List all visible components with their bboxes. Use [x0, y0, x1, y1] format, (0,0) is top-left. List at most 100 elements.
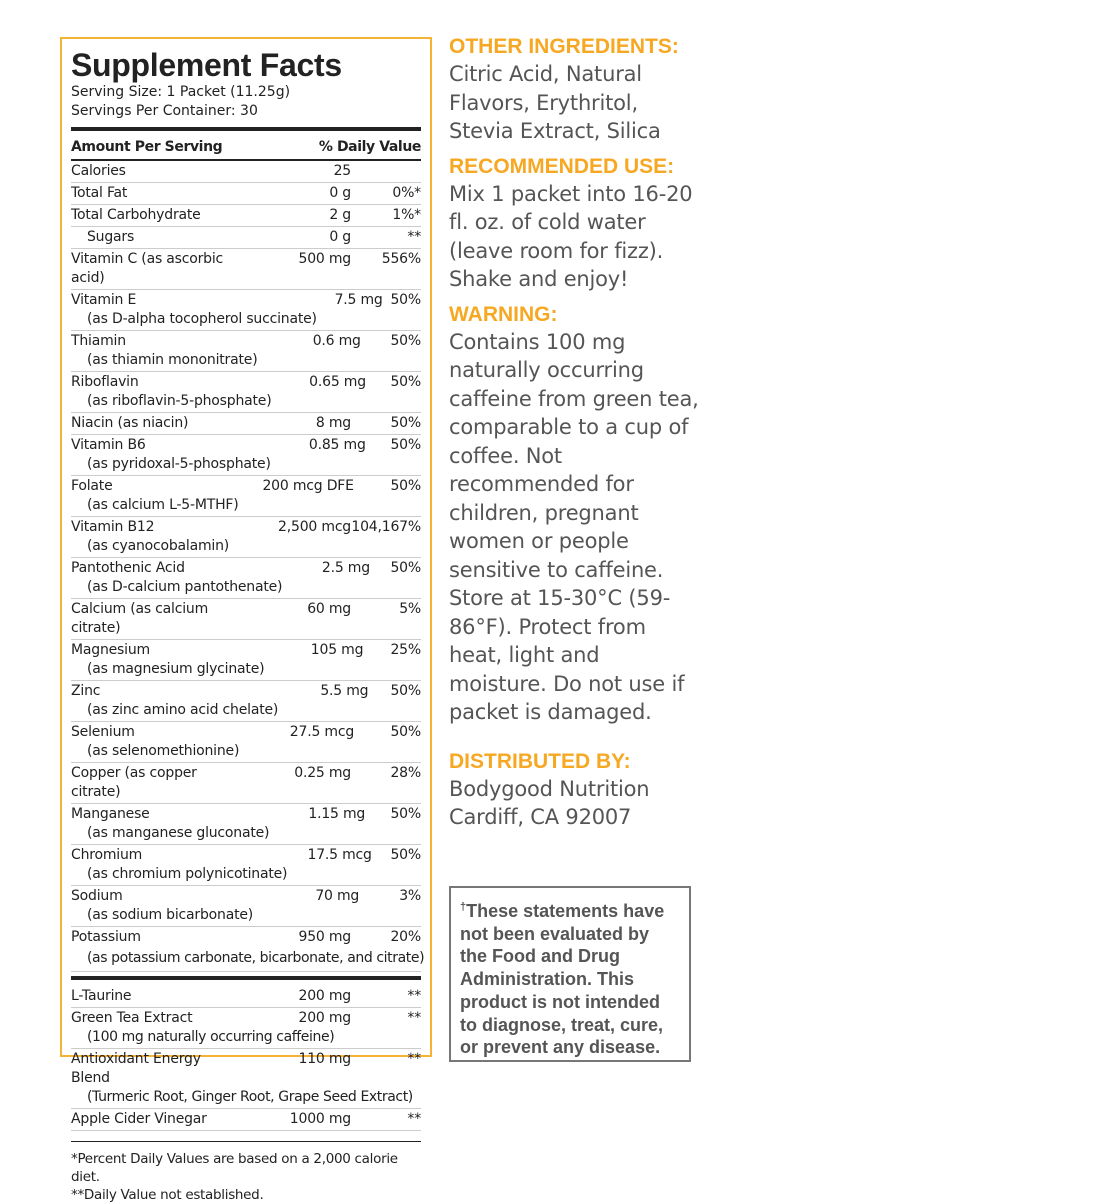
nutrient-cell: Green Tea Extract: [71, 1009, 231, 1028]
recommended-use-text: Mix 1 packet into 16-20 fl. oz. of cold …: [449, 181, 693, 292]
table-row: Potassium 950 mg 20% (as potassium carbonat…: [71, 927, 425, 972]
nutrient-dv: 50%: [390, 478, 421, 494]
nutrient-amount: 0.6 mg: [312, 333, 361, 349]
facts-title: Supplement Facts: [71, 47, 342, 83]
nutrient-amount: 2 g: [329, 207, 351, 223]
nutrient-amount: 0 g: [329, 185, 351, 201]
nutrient-cell: Zinc (as zinc amino acid chelate): [71, 682, 278, 720]
table-row: Manganese (as manganese gluconate) 1.15 mg…: [71, 804, 421, 845]
nutrient-amount: 105 mg: [310, 642, 364, 658]
header-amount: Amount Per Serving: [71, 139, 223, 155]
nutrient-amount: 8 mg: [315, 415, 351, 431]
nutrient-cell: Niacin (as niacin): [71, 414, 231, 433]
nutrient-amount: 60 mg: [307, 601, 351, 617]
nutrient-cell: Total Carbohydrate: [71, 206, 231, 225]
nutrient-source: (as calcium L-5-MTHF): [87, 497, 239, 513]
nutrient-dv: 50%: [390, 292, 421, 308]
table-row: Apple Cider Vinegar 1000 mg **: [71, 1109, 421, 1131]
nutrient-cell: Apple Cider Vinegar: [71, 1110, 231, 1129]
other-table: L-Taurine 200 mg ** Green Tea Extract 200 mg…: [71, 986, 421, 1131]
nutrient-dv: **: [407, 1010, 421, 1026]
nutrient-cell: Vitamin B6 (as pyridoxal-5-phosphate): [71, 436, 271, 474]
nutrient-name: Vitamin E: [71, 292, 137, 308]
nutrient-dv: 50%: [390, 560, 421, 576]
nutrient-dv: **: [407, 1111, 421, 1127]
table-row: Green Tea Extract 200 mg ** (100 mg natural…: [71, 1008, 421, 1049]
nutrient-name: Riboflavin: [71, 374, 139, 390]
table-row: Copper (as copper citrate) 0.25 mg 28%: [71, 763, 421, 804]
nutrient-name: Copper (as copper citrate): [71, 765, 197, 800]
nutrient-name: Thiamin: [71, 333, 126, 349]
nutrient-source: (as pyridoxal-5-phosphate): [87, 456, 271, 472]
nutrient-source: (as potassium carbonate, bicarbonate, an…: [87, 950, 425, 966]
nutrient-cell: Vitamin C (as ascorbic acid): [71, 250, 231, 288]
disclaimer-text: These statements have not been evaluated…: [460, 901, 665, 1058]
nutrient-cell: Folate (as calcium L-5-MTHF): [71, 477, 239, 515]
supplement-facts-panel: Supplement Facts Serving Size: 1 Packet …: [60, 37, 432, 1203]
nutrient-source: (as sodium bicarbonate): [87, 907, 254, 923]
table-row: Pantothenic Acid (as D-calcium pantothena…: [71, 558, 421, 599]
nutrient-dv: [351, 162, 421, 181]
nutrient-amount: 110 mg: [298, 1051, 352, 1067]
warning-heading: WARNING:: [449, 302, 558, 326]
nutrient-name: Total Fat: [71, 185, 128, 201]
nutrient-source: (as chromium polynicotinate): [87, 866, 288, 882]
nutrient-dv: 1%*: [392, 207, 421, 223]
nutrient-dv: 556%: [381, 251, 421, 267]
nutrient-dv: 5%: [399, 601, 421, 617]
nutrient-amount: 2,500 mcg: [278, 519, 351, 535]
nutrient-dv: 104,167%: [351, 519, 421, 535]
nutrient-cell: Magnesium (as magnesium glycinate): [71, 641, 265, 679]
nutrient-amount: 27.5 mcg: [289, 724, 355, 740]
table-row: Vitamin B6 (as pyridoxal-5-phosphate) 0.85…: [71, 435, 421, 476]
nutrient-name: Manganese: [71, 806, 150, 822]
divider: [71, 976, 421, 980]
nutrient-cell: Calories: [71, 162, 231, 181]
nutrient-cell: Pantothenic Acid (as D-calcium pantothena…: [71, 559, 283, 597]
nutrient-amount: 200 mg: [298, 1010, 352, 1026]
distributor-address: Cardiff, CA 92007: [449, 805, 632, 829]
nutrient-cell: Selenium (as selenomethionine): [71, 723, 239, 761]
nutrient-amount: 200 mg: [298, 988, 352, 1004]
nutrient-dv: **: [407, 988, 421, 1004]
nutrient-source: (as D-alpha tocopherol succinate): [87, 311, 317, 327]
table-row: Calcium (as calcium citrate) 60 mg 5%: [71, 599, 421, 640]
nutrient-name: Calories: [71, 163, 126, 179]
fda-disclaimer: †These statements have not been evaluate…: [449, 886, 691, 1062]
nutrient-amount: 0.65 mg: [309, 374, 366, 390]
nutrient-dv: 50%: [390, 374, 421, 390]
table-row: Chromium (as chromium polynicotinate) 17.5…: [71, 845, 421, 886]
recommended-use-heading: RECOMMENDED USE:: [449, 154, 675, 178]
info-column: OTHER INGREDIENTS: Citric Acid, Natural …: [449, 34, 699, 840]
distributed-by-heading: DISTRIBUTED BY:: [449, 749, 631, 773]
nutrient-name: Chromium: [71, 847, 143, 863]
nutrient-name: Vitamin B12: [71, 519, 155, 535]
nutrient-amount: 0 g: [329, 229, 351, 245]
table-row: Total Fat 0 g 0%*: [71, 183, 421, 205]
nutrient-source: (as D-calcium pantothenate): [87, 579, 283, 595]
nutrient-amount: 2.5 mg: [321, 560, 370, 576]
nutrient-amount: 25: [333, 163, 352, 179]
nutrient-name: Vitamin B6: [71, 437, 146, 453]
nutrient-cell: Riboflavin (as riboflavin-5-phosphate): [71, 373, 272, 411]
servings-per-container: Servings Per Container: 30: [71, 103, 258, 119]
nutrient-name: Pantothenic Acid: [71, 560, 185, 576]
distributor-name: Bodygood Nutrition: [449, 776, 650, 801]
nutrient-name: Calcium (as calcium citrate): [71, 601, 209, 636]
nutrient-name: Selenium: [71, 724, 135, 740]
table-row: Selenium (as selenomethionine) 27.5 mcg 50%: [71, 722, 421, 763]
nutrient-table: Calories 25 Total Fat 0 g 0%* Total Carbohydr…: [71, 161, 425, 972]
nutrient-dv: 50%: [390, 806, 421, 822]
table-row: Calories 25: [71, 161, 421, 183]
nutrient-dv: 50%: [390, 415, 421, 431]
nutrient-name: Sugars: [87, 229, 135, 245]
nutrient-cell: Copper (as copper citrate): [71, 764, 231, 802]
nutrient-source: (as thiamin mononitrate): [87, 352, 258, 368]
serving-size: Serving Size: 1 Packet (11.25g): [71, 84, 291, 100]
nutrient-amount: 1000 mg: [289, 1111, 351, 1127]
nutrient-name: Total Carbohydrate: [71, 207, 201, 223]
nutrient-cell: Total Fat: [71, 184, 231, 203]
table-row: Sugars 0 g **: [71, 227, 421, 249]
table-row: Magnesium (as magnesium glycinate) 105 mg 2…: [71, 640, 421, 681]
table-row: Sodium (as sodium bicarbonate) 70 mg 3%: [71, 886, 421, 927]
